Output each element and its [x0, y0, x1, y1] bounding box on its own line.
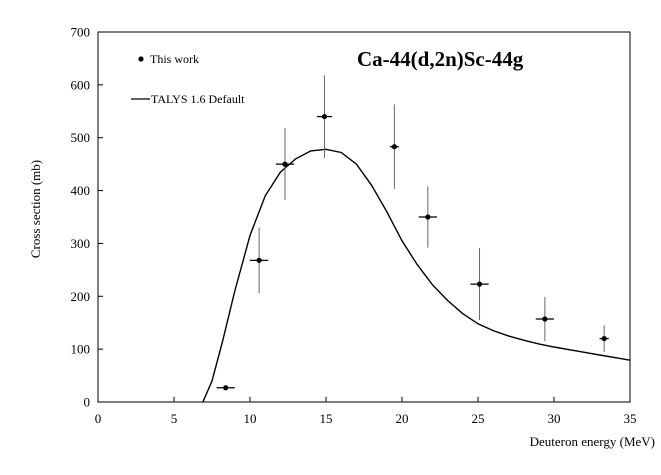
y-tick-label: 100 — [71, 342, 91, 357]
data-point — [535, 296, 554, 342]
talys-curve-layer — [202, 148, 631, 403]
data-point-marker — [391, 144, 397, 150]
x-tick-label: 30 — [548, 411, 561, 426]
data-point — [418, 186, 437, 248]
data-point — [250, 227, 269, 294]
x-tick-label: 15 — [320, 411, 333, 426]
data-point — [389, 104, 399, 189]
x-tick-label: 35 — [624, 411, 637, 426]
legend-label-this-work: This work — [150, 52, 199, 66]
data-point-marker — [542, 316, 548, 322]
x-tick-label: 10 — [244, 411, 257, 426]
y-axis-label: Cross section (mb) — [28, 160, 43, 258]
data-point-marker — [256, 257, 262, 263]
plot-frame — [97, 31, 631, 403]
y-tick-label: 600 — [71, 77, 91, 92]
y-tick-label: 300 — [71, 236, 91, 251]
x-tick-label: 5 — [171, 411, 178, 426]
chart-title: Ca-44(d,2n)Sc-44g — [357, 47, 524, 71]
legend-label-talys: TALYS 1.6 Default — [151, 92, 245, 106]
x-tick-label: 0 — [95, 411, 102, 426]
x-tick-label: 20 — [396, 411, 409, 426]
data-point-marker — [282, 161, 288, 167]
y-axis-ticks: 0 100 200 300 400 500 600 700 — [71, 25, 103, 410]
legend: This work TALYS 1.6 Default — [131, 52, 245, 106]
y-tick-label: 400 — [71, 183, 91, 198]
data-point — [599, 325, 609, 352]
data-point — [470, 248, 489, 321]
data-point — [275, 128, 295, 201]
x-axis-ticks: 0 5 10 15 20 25 30 35 — [95, 397, 637, 426]
y-tick-label: 700 — [71, 25, 91, 40]
talys-curve — [202, 148, 631, 403]
data-point-marker — [601, 335, 607, 342]
legend-marker-this-work — [138, 56, 144, 62]
data-point-marker — [476, 281, 483, 287]
data-point-marker — [223, 385, 229, 391]
data-points-layer — [216, 75, 609, 391]
data-point-marker — [425, 214, 431, 220]
x-axis-label: Deuteron energy (MeV) — [530, 434, 655, 449]
data-point-marker — [321, 113, 328, 120]
y-tick-label: 0 — [84, 395, 91, 410]
data-point — [316, 75, 333, 158]
y-tick-label: 200 — [71, 289, 91, 304]
data-point — [216, 385, 235, 391]
x-tick-label: 25 — [472, 411, 485, 426]
y-tick-label: 500 — [71, 130, 91, 145]
